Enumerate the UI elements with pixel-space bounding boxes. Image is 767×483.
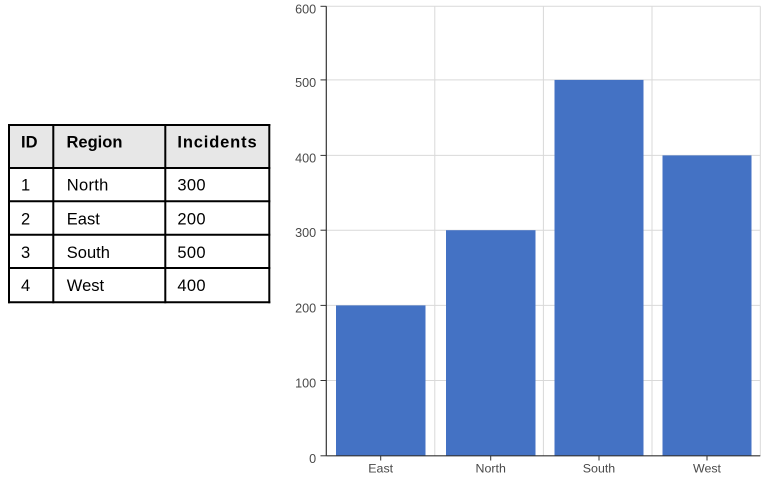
svg-text:600: 600 — [295, 2, 316, 16]
svg-text:400: 400 — [295, 151, 316, 165]
svg-text:South: South — [583, 462, 615, 476]
svg-text:500: 500 — [295, 76, 316, 90]
svg-text:North: North — [476, 462, 506, 476]
svg-text:0: 0 — [309, 452, 316, 466]
svg-text:South: South — [67, 244, 110, 262]
svg-text:4: 4 — [21, 277, 30, 295]
svg-text:200: 200 — [295, 301, 316, 315]
svg-text:400: 400 — [177, 277, 205, 295]
svg-text:1: 1 — [21, 176, 30, 194]
svg-text:200: 200 — [177, 210, 205, 228]
svg-text:300: 300 — [177, 176, 205, 194]
svg-text:North: North — [67, 176, 109, 194]
svg-text:West: West — [693, 462, 722, 476]
svg-text:2: 2 — [21, 210, 30, 228]
svg-text:ID: ID — [21, 133, 38, 151]
svg-text:300: 300 — [295, 226, 316, 240]
svg-text:3: 3 — [21, 244, 30, 262]
svg-text:500: 500 — [177, 244, 205, 262]
svg-text:East: East — [368, 462, 393, 476]
svg-text:Region: Region — [67, 133, 123, 151]
svg-text:West: West — [67, 277, 105, 295]
svg-text:Incidents: Incidents — [177, 133, 257, 151]
svg-text:East: East — [67, 210, 100, 228]
svg-text:100: 100 — [295, 377, 316, 391]
